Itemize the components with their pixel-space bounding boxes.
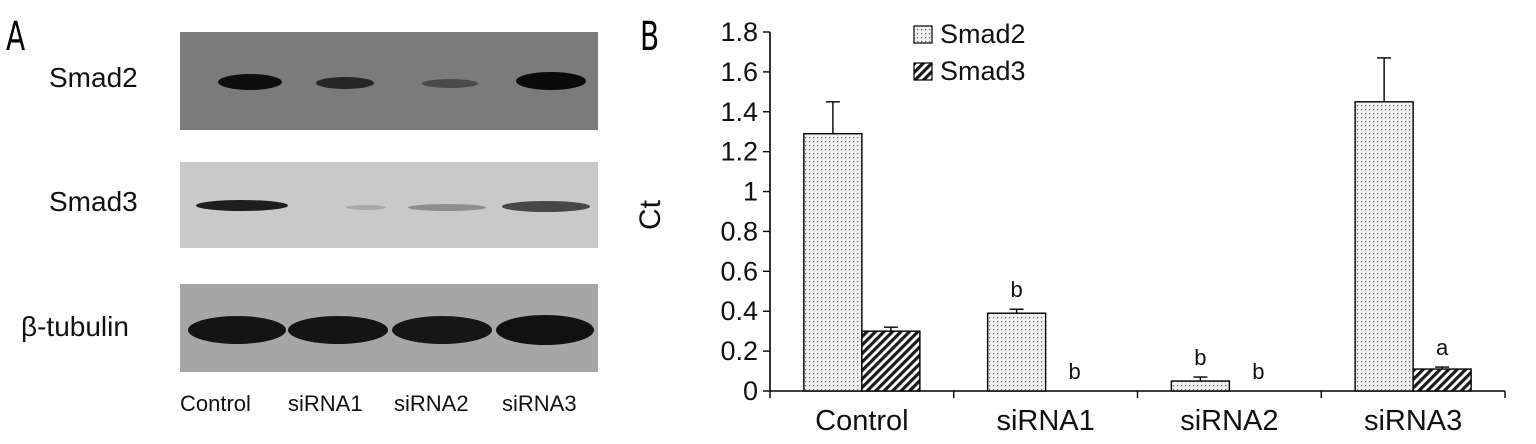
panel-b-letter: B [640,14,660,60]
y-tick-label: 1.8 [720,17,758,47]
lane-label-sirna1: siRNA1 [288,391,363,416]
bar-smad3 [1412,368,1472,392]
legend-swatch-smad3 [913,62,933,81]
lane-label-sirna2: siRNA2 [394,391,469,416]
blot-band [218,74,282,90]
bar-smad3 [861,330,921,392]
significance-label: a [1436,335,1449,360]
significance-label: b [1069,359,1081,384]
western-blot-tubulin [180,284,598,372]
significance-label: b [1252,359,1264,384]
bar-smad2 [1170,380,1231,392]
bar-smad2 [803,133,863,392]
x-category-label: Control [815,405,909,437]
blot-band [392,316,492,344]
blot-band [196,200,288,211]
blot-band [496,315,594,345]
y-tick-label: 1.4 [720,97,758,127]
blot-band [422,79,478,88]
bar-smad2 [986,312,1047,392]
y-tick-label: 0.8 [720,216,758,246]
blot-band [502,201,590,212]
y-axis-label: Ct [634,199,667,230]
y-tick-label: 1 [743,177,758,207]
legend-label-smad2: Smad2 [940,19,1026,49]
y-tick-label: 1.2 [720,137,758,167]
legend-label-smad3: Smad3 [940,56,1026,86]
significance-label: b [1011,277,1023,302]
blot-row-label-tubulin: β-tubulin [21,311,129,342]
lane-label-control: Control [180,391,251,416]
western-blot-smad2 [180,32,598,130]
legend-swatch-smad2 [913,25,933,44]
y-tick-label: 1.6 [720,57,758,87]
blot-row-label-smad2: Smad2 [49,62,138,93]
blot-row-label-smad3: Smad3 [49,186,138,217]
blot-band [408,204,486,211]
x-category-label: siRNA2 [1180,405,1278,437]
panel-a-letter: A [6,14,26,60]
y-tick-label: 0.2 [720,336,758,366]
western-blot-smad3 [180,162,598,248]
lane-label-sirna3: siRNA3 [502,391,577,416]
blot-band [516,72,586,90]
blot-band [346,205,386,210]
x-category-label: siRNA3 [1364,405,1462,437]
y-tick-label: 0 [743,376,758,406]
blot-band [316,77,374,89]
y-tick-label: 0.4 [720,296,758,326]
blot-band [288,316,388,344]
y-tick-label: 0.6 [720,256,758,286]
x-category-label: siRNA1 [996,405,1094,437]
blot-band [188,316,286,344]
significance-label: b [1194,345,1206,370]
bar-smad2 [1354,101,1414,392]
